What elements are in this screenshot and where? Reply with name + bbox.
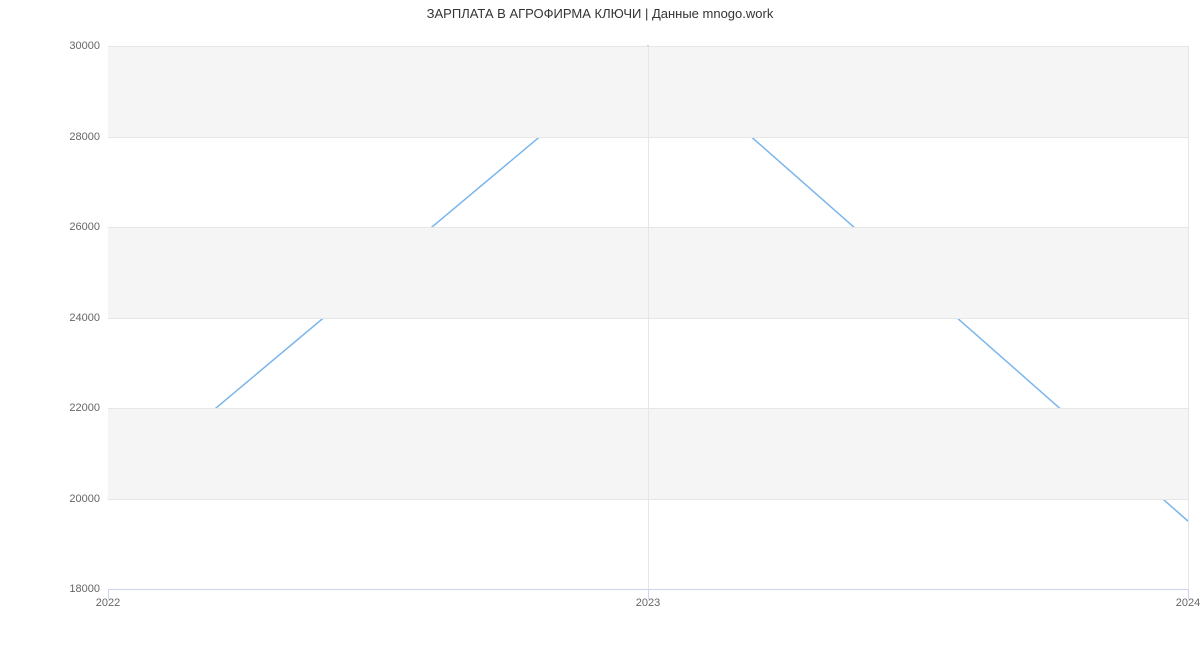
- plot-area: 1800020000220002400026000280003000020222…: [108, 46, 1188, 589]
- y-tick-label: 28000: [69, 131, 100, 143]
- x-gridline: [648, 46, 649, 589]
- y-tick-label: 30000: [69, 40, 100, 52]
- y-tick-label: 26000: [69, 221, 100, 233]
- x-tick-label: 2022: [96, 597, 120, 609]
- chart-container: ЗАРПЛАТА В АГРОФИРМА КЛЮЧИ | Данные mnog…: [0, 0, 1200, 650]
- x-axis-line: [108, 589, 1188, 590]
- chart-title: ЗАРПЛАТА В АГРОФИРМА КЛЮЧИ | Данные mnog…: [0, 6, 1200, 21]
- y-tick-label: 20000: [69, 493, 100, 505]
- x-gridline: [1188, 46, 1189, 589]
- y-tick-label: 24000: [69, 312, 100, 324]
- y-tick-label: 22000: [69, 402, 100, 414]
- x-tick-label: 2023: [636, 597, 660, 609]
- y-tick-label: 18000: [69, 583, 100, 595]
- x-tick-label: 2024: [1176, 597, 1200, 609]
